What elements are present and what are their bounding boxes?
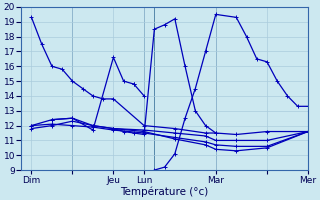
X-axis label: Température (°c): Température (°c) (120, 186, 209, 197)
